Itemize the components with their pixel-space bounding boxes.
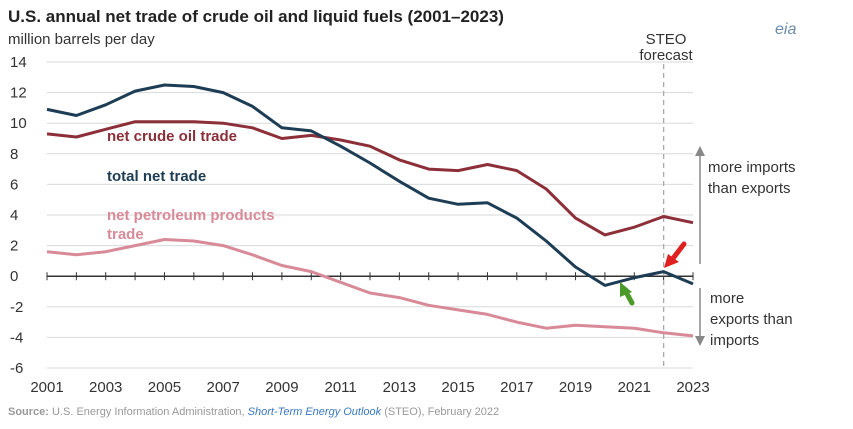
imports-arrow-head bbox=[695, 146, 705, 156]
callout-arrows bbox=[620, 241, 687, 306]
y-axis-label: million barrels per day bbox=[8, 31, 155, 48]
x-tick-label: 2021 bbox=[618, 379, 651, 396]
y-tick-label: -6 bbox=[10, 360, 23, 377]
exports-arrow-head bbox=[695, 336, 705, 346]
y-tick-label: 0 bbox=[10, 268, 18, 285]
series-line-0 bbox=[46, 120, 694, 237]
x-tick-label: 2019 bbox=[559, 379, 592, 396]
y-tick-label: -2 bbox=[10, 299, 23, 316]
label-products-line2: trade bbox=[107, 226, 144, 243]
series-labels: net crude oil trade total net trade net … bbox=[107, 128, 275, 243]
series-line-1 bbox=[46, 83, 694, 287]
y-tick-label: 8 bbox=[10, 146, 18, 163]
exports-label-line3: imports bbox=[710, 332, 759, 349]
x-tick-label: 2023 bbox=[676, 379, 709, 396]
green-arrow-head bbox=[620, 282, 632, 297]
y-tick-label: -4 bbox=[10, 329, 23, 346]
label-total-net: total net trade bbox=[107, 168, 206, 185]
chart-title: U.S. annual net trade of crude oil and l… bbox=[8, 7, 504, 26]
y-tick-label: 4 bbox=[10, 207, 18, 224]
y-tick-label: 14 bbox=[10, 54, 27, 71]
x-tick-label: 2005 bbox=[148, 379, 181, 396]
forecast-label-line1: STEO bbox=[646, 31, 687, 48]
x-tick-label: 2007 bbox=[206, 379, 239, 396]
y-tick-label: 12 bbox=[10, 85, 27, 102]
x-tick-label: 2003 bbox=[89, 379, 122, 396]
exports-label-line2: exports than bbox=[710, 311, 793, 328]
x-tick-label: 2011 bbox=[325, 379, 357, 396]
x-tick-label: 2001 bbox=[30, 379, 63, 396]
y-tick-labels: 14 12 10 8 6 4 2 0 -2 -4 -6 bbox=[10, 54, 27, 377]
x-tick-label: 2017 bbox=[500, 379, 533, 396]
eia-logo: eia bbox=[775, 21, 796, 38]
y-tick-label: 2 bbox=[10, 238, 18, 255]
x-tick-label: 2009 bbox=[265, 379, 298, 396]
imports-label-line1: more imports bbox=[708, 159, 796, 176]
x-tick-label: 2015 bbox=[441, 379, 474, 396]
y-tick-label: 10 bbox=[10, 115, 27, 132]
red-arrow-head bbox=[664, 254, 679, 268]
source-note: Source: U.S. Energy Information Administ… bbox=[8, 406, 499, 418]
series-lines bbox=[46, 83, 694, 338]
forecast-label-line2: forecast bbox=[639, 47, 693, 64]
exports-label-line1: more bbox=[710, 290, 744, 307]
y-tick-label: 6 bbox=[10, 176, 18, 193]
label-products-line1: net petroleum products bbox=[107, 207, 275, 224]
direction-annotations: more imports than exports more exports t… bbox=[695, 146, 796, 349]
label-net-crude: net crude oil trade bbox=[107, 128, 237, 145]
forecast-marker: STEO forecast bbox=[639, 31, 694, 368]
x-axis: 2001 2003 2005 2007 2009 2011 2013 2015 2017 2019… bbox=[30, 272, 710, 396]
series-line-2 bbox=[46, 238, 694, 338]
imports-label-line2: than exports bbox=[708, 180, 791, 197]
x-tick-label: 2013 bbox=[383, 379, 416, 396]
